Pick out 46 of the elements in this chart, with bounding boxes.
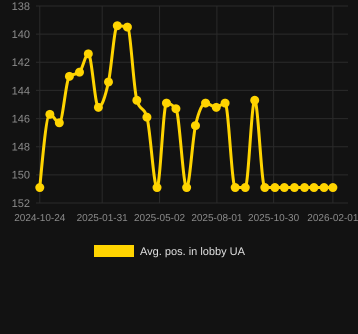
point xyxy=(35,183,44,192)
x-tick-label: 2024-10-24 xyxy=(14,213,66,224)
point xyxy=(142,112,152,122)
point xyxy=(201,98,210,108)
point xyxy=(290,183,299,192)
point xyxy=(260,183,270,192)
y-tick-label: 152 xyxy=(12,198,30,210)
point xyxy=(328,183,338,192)
point xyxy=(212,102,221,112)
point xyxy=(162,98,171,108)
point xyxy=(152,183,162,192)
point xyxy=(74,68,84,77)
point xyxy=(240,183,250,192)
point xyxy=(250,96,260,105)
point xyxy=(280,183,289,192)
point xyxy=(171,104,180,114)
point xyxy=(84,49,93,58)
y-tick-label: 138 xyxy=(12,0,30,13)
y-tick-label: 142 xyxy=(12,57,30,70)
x-tick-label: 2025-08-01 xyxy=(191,213,243,224)
point xyxy=(54,118,64,128)
point xyxy=(320,183,329,192)
x-tick-label: 2025-01-31 xyxy=(76,213,128,224)
point xyxy=(122,22,132,32)
y-tick-label: 146 xyxy=(12,113,30,126)
point xyxy=(270,183,280,192)
x-tick-label: 2025-05-02 xyxy=(134,213,186,224)
point xyxy=(94,102,103,112)
x-tick-label: 2026-02-01 xyxy=(307,213,358,224)
point xyxy=(230,183,240,192)
y-tick-label: 140 xyxy=(12,28,30,41)
y-tick-label: 150 xyxy=(12,170,30,182)
point xyxy=(104,77,113,86)
point xyxy=(220,98,230,108)
y-tick-label: 148 xyxy=(12,142,30,154)
point xyxy=(64,72,74,81)
point xyxy=(309,183,318,192)
point xyxy=(182,183,192,192)
point xyxy=(112,21,122,30)
point xyxy=(190,121,200,130)
point xyxy=(45,110,54,119)
point xyxy=(300,183,310,192)
point xyxy=(132,96,142,105)
x-tick-label: 2025-10-30 xyxy=(248,213,300,224)
legend-label: Avg. pos. in lobby UA xyxy=(140,246,246,258)
y-tick-label: 144 xyxy=(12,85,30,98)
